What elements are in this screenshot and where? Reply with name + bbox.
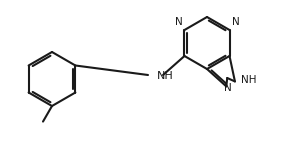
Text: NH: NH bbox=[157, 71, 174, 81]
Text: N: N bbox=[175, 17, 183, 27]
Text: N: N bbox=[224, 83, 232, 93]
Text: N: N bbox=[231, 17, 239, 27]
Text: NH: NH bbox=[241, 75, 256, 85]
